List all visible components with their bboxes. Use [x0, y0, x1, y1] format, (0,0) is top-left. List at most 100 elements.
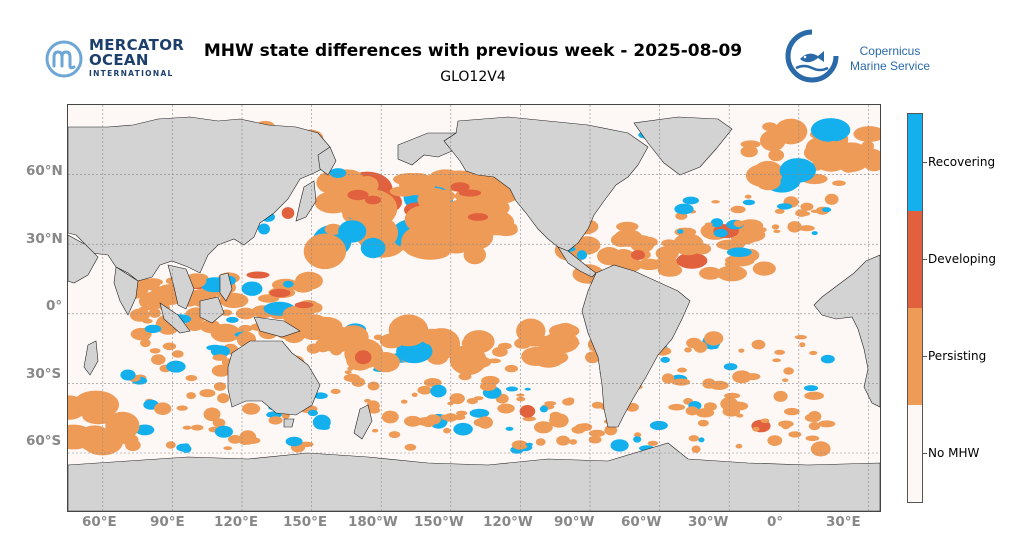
mhw-patch: [730, 205, 746, 214]
mhw-patch: [723, 363, 738, 371]
mhw-patch: [525, 442, 533, 447]
mhw-patch: [556, 435, 570, 446]
mercator-ocean-logo: MERCATOR OCEAN INTERNATIONAL: [44, 36, 194, 81]
map-canvas: [68, 105, 880, 511]
colorbar-segment-no-mhw: [908, 405, 922, 502]
mhw-patch: [212, 354, 228, 361]
mhw-patch: [649, 420, 668, 431]
mhw-patch: [367, 381, 380, 391]
mhw-patch: [539, 405, 548, 413]
mhw-patch: [223, 446, 232, 451]
mhw-patch: [203, 407, 221, 422]
mhw-patch: [760, 130, 786, 152]
mhw-patch: [129, 308, 150, 322]
mhw-patch-recovering: [576, 250, 588, 260]
mhw-patch: [778, 420, 794, 428]
map-subtitle: GLO12V4: [440, 69, 506, 85]
mhw-patch: [809, 350, 818, 356]
mhw-patch: [588, 435, 602, 444]
mhw-patch: [443, 427, 451, 434]
mhw-patch: [535, 438, 546, 446]
mhw-patch: [522, 416, 536, 422]
mhw-patch: [199, 389, 216, 398]
mhw-patch-developing: [630, 250, 646, 260]
mhw-patch: [140, 333, 151, 341]
mhw-patch-developing: [246, 271, 270, 279]
mhw-patch: [296, 314, 331, 341]
mhw-patch: [849, 147, 880, 168]
land-africa: [813, 254, 880, 408]
land-philippines: [219, 272, 233, 302]
mhw-patch: [504, 409, 511, 412]
mhw-patch: [519, 405, 536, 418]
copernicus-wordmark-line2: Marine Service: [849, 59, 931, 73]
mhw-patch: [492, 346, 508, 357]
mhw-patch: [378, 352, 393, 364]
mhw-patch: [344, 370, 352, 375]
mhw-patch: [186, 392, 196, 400]
mhw-patch: [738, 219, 764, 233]
copernicus-fish-icon: [785, 29, 839, 83]
land-southamerica: [581, 264, 691, 428]
land-greenland: [633, 116, 733, 176]
mhw-patch: [610, 439, 629, 452]
mhw-patch: [312, 414, 331, 430]
mhw-patch: [165, 441, 176, 449]
lat-tick-label: 30°S: [26, 366, 62, 382]
mhw-patch: [140, 338, 151, 348]
mhw-patch: [713, 228, 728, 238]
lon-tick-label: 30°E: [826, 514, 861, 530]
mhw-patch-developing: [467, 213, 489, 221]
mhw-patch: [210, 345, 231, 358]
mhw-patch: [735, 443, 743, 449]
lon-tick-label: 120°E: [214, 514, 259, 530]
mhw-patch: [447, 401, 454, 406]
mhw-patch-developing: [450, 182, 470, 192]
mhw-patch: [388, 431, 401, 439]
mhw-patch: [135, 424, 155, 436]
mhw-patch: [83, 426, 105, 438]
mhw-patch: [677, 367, 687, 373]
land-india: [113, 266, 139, 316]
mhw-patch: [283, 280, 294, 288]
mhw-patch: [668, 403, 686, 411]
mhw-patch: [647, 440, 659, 446]
mhw-patch: [472, 202, 490, 211]
mhw-patch: [453, 422, 473, 436]
mhw-patch: [307, 409, 318, 417]
mhw-patch: [709, 380, 729, 390]
land-kamchatka: [317, 146, 337, 176]
lat-tick-label: 30°N: [26, 231, 63, 247]
mhw-patch: [672, 378, 691, 386]
mhw-patch: [562, 398, 575, 406]
mhw-patch: [657, 263, 683, 277]
mhw-patch: [244, 437, 261, 444]
mhw-patch: [820, 354, 835, 364]
mhw-patch-recovering: [120, 369, 136, 381]
mhw-patch: [435, 200, 459, 217]
mhw-patch: [389, 320, 407, 335]
mhw-patch: [144, 324, 162, 334]
mhw-patch: [303, 233, 347, 270]
mhw-patch: [519, 334, 552, 347]
mhw-patch: [171, 350, 184, 358]
mhw-patch: [162, 342, 177, 351]
land-newzealand: [353, 404, 373, 440]
mhw-patch: [432, 189, 456, 203]
mhw-patch: [145, 278, 160, 291]
mhw-patch: [364, 398, 371, 403]
mhw-patch: [818, 420, 836, 428]
land-japan: [295, 180, 317, 222]
mhw-patch: [808, 422, 821, 431]
mercator-wordmark-line2: OCEAN: [89, 51, 149, 69]
mhw-patch-developing: [347, 189, 369, 201]
mhw-patch: [296, 275, 312, 288]
mhw-patch: [779, 158, 816, 183]
mhw-patch: [710, 218, 724, 228]
mhw-patch: [396, 330, 427, 345]
mhw-patch: [531, 344, 566, 368]
colorbar-segment-recovering: [908, 114, 922, 211]
colorbar-segment-developing: [908, 211, 922, 308]
mhw-patch: [217, 393, 230, 404]
mhw-patch: [774, 349, 786, 355]
